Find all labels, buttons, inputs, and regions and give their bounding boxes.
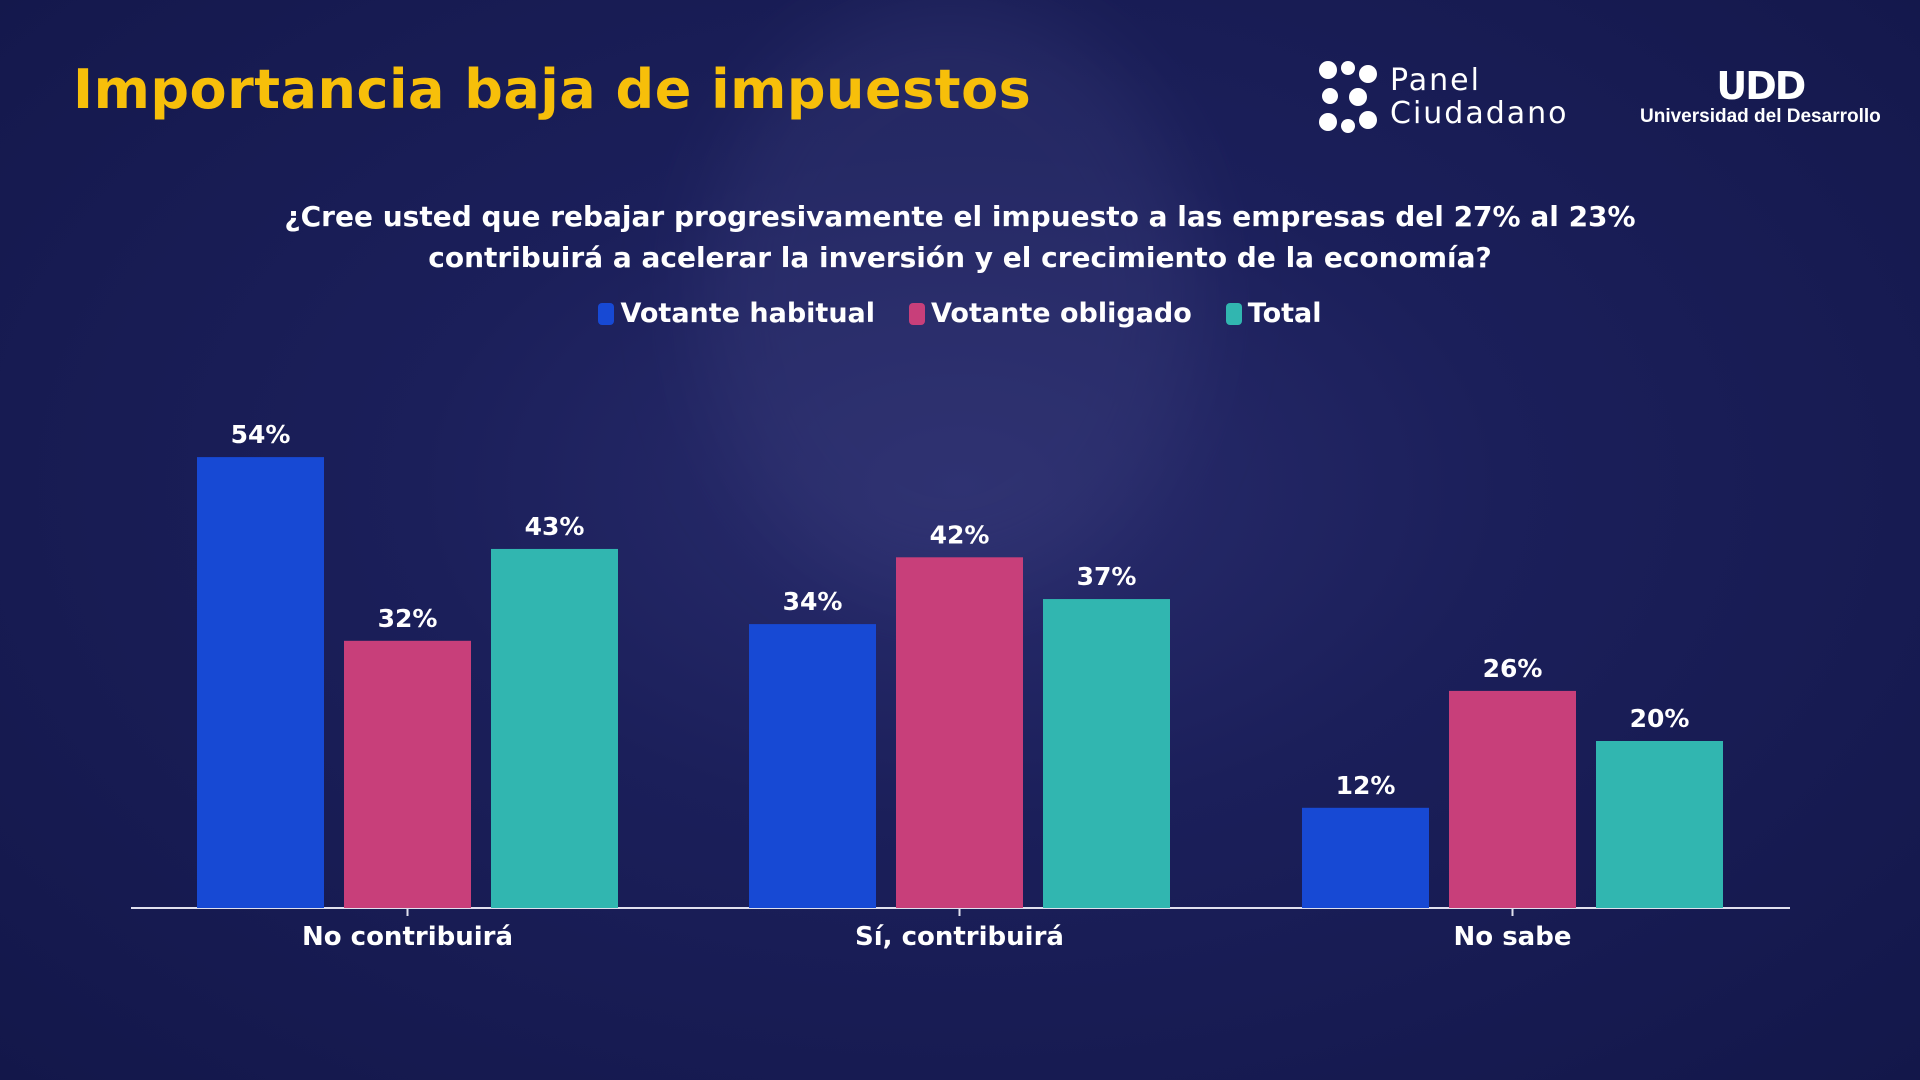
legend-item-total: Total [1225, 298, 1322, 329]
legend-swatch [1225, 302, 1242, 325]
panel-logo-line1: Panel [1390, 63, 1481, 98]
x-tick-label: No sabe [1454, 922, 1572, 952]
data-label: 34% [783, 587, 843, 616]
data-label: 37% [1077, 562, 1137, 591]
bar [896, 557, 1023, 908]
chart-question: ¿Cree usted que rebajar progresivamente … [284, 200, 1636, 274]
legend-label: Total [1247, 298, 1322, 329]
legend-label: Votante obligado [931, 298, 1192, 329]
legend-swatch [909, 302, 926, 325]
data-label: 26% [1483, 654, 1543, 683]
udd-logo: UDD Universidad del Desarrollo [1640, 66, 1881, 128]
legend: Votante habitual Votante obligado Total [0, 298, 1920, 329]
legend-item-obligado: Votante obligado [909, 298, 1192, 329]
data-label: 54% [231, 420, 291, 449]
bar [749, 624, 876, 908]
bar [344, 640, 471, 908]
bar [491, 548, 618, 908]
data-label: 12% [1336, 771, 1396, 800]
panel-logo-line2: Ciudadano [1390, 96, 1569, 131]
panel-dots-icon [1319, 61, 1377, 133]
udd-mark: UDD [1716, 64, 1806, 108]
background-photo [700, 0, 1200, 600]
legend-swatch [598, 302, 615, 325]
bar [1596, 741, 1723, 908]
data-label: 20% [1630, 704, 1690, 733]
bar [1449, 690, 1576, 908]
data-label: 43% [525, 512, 585, 541]
panel-ciudadano-logo: Panel Ciudadano [1318, 60, 1569, 134]
bar [1043, 599, 1170, 908]
legend-item-habitual: Votante habitual [598, 298, 875, 329]
legend-label: Votante habitual [620, 298, 876, 329]
data-label: 32% [378, 604, 438, 633]
x-tick-label: Sí, contribuirá [855, 922, 1064, 952]
page-title: Importancia baja de impuestos [73, 58, 1032, 121]
bar [197, 457, 324, 908]
bar [1302, 807, 1429, 908]
x-tick-label: No contribuirá [302, 922, 513, 952]
udd-name: Universidad del Desarrollo [1640, 106, 1881, 127]
data-label: 42% [930, 520, 990, 549]
